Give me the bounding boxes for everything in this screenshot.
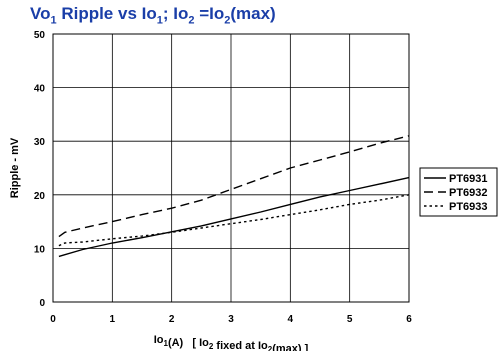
- title-subscript: 1: [50, 14, 57, 27]
- x-tick-label: 1: [110, 314, 116, 325]
- y-tick-label: 30: [34, 137, 46, 148]
- legend-label-pt6932: PT6932: [449, 187, 488, 199]
- x-label-part: (A) [ Io: [168, 337, 209, 349]
- x-tick-label: 2: [169, 314, 175, 325]
- series-line-pt6931: [58, 176, 410, 258]
- y-tick-label: 40: [34, 84, 46, 95]
- x-label-subscript: 2: [268, 345, 273, 351]
- x-label-subscript: 1: [164, 339, 169, 348]
- tick-labels: 0 1 2 3 4 5 6 0 10 20 30 40 50: [34, 30, 412, 325]
- title-part: (max): [230, 4, 276, 23]
- title-subscript: 1: [156, 14, 163, 27]
- title-part: Vo: [30, 4, 51, 23]
- legend: PT6931 PT6932 PT6933: [419, 167, 498, 217]
- y-tick-label: 50: [34, 30, 46, 41]
- x-axis-label: Io1(A) [ Io2 fixed at Io2(max) ]: [154, 334, 309, 351]
- title-subscript: 2: [188, 14, 195, 27]
- series-line-pt6933: [58, 194, 410, 247]
- title-part: ; Io: [162, 4, 189, 23]
- x-label-subscript: 2: [209, 342, 214, 351]
- title-subscript: 2: [224, 14, 231, 27]
- chart-title: Vo1 Ripple vs Io1; Io2 =Io2(max): [30, 4, 276, 26]
- x-label-part: (max) ]: [272, 343, 308, 351]
- series-line-pt6932: [58, 135, 410, 238]
- x-tick-label: 5: [347, 314, 353, 325]
- title-part: Ripple vs Io: [56, 4, 157, 23]
- x-tick-label: 6: [406, 314, 412, 325]
- series-lines: [58, 135, 410, 258]
- x-tick-label: 4: [288, 314, 294, 325]
- x-label-part: fixed at Io: [213, 340, 268, 351]
- x-label-part: Io: [154, 334, 164, 346]
- y-tick-label: 10: [34, 244, 46, 255]
- y-tick-label: 20: [34, 191, 46, 202]
- legend-label-pt6931: PT6931: [449, 173, 488, 185]
- y-axis-label: Ripple - mV: [9, 137, 21, 198]
- legend-label-pt6933: PT6933: [449, 201, 488, 213]
- y-tick-label: 0: [39, 298, 45, 309]
- x-tick-label: 3: [228, 314, 234, 325]
- x-tick-label: 0: [50, 314, 56, 325]
- title-part: =Io: [194, 4, 225, 23]
